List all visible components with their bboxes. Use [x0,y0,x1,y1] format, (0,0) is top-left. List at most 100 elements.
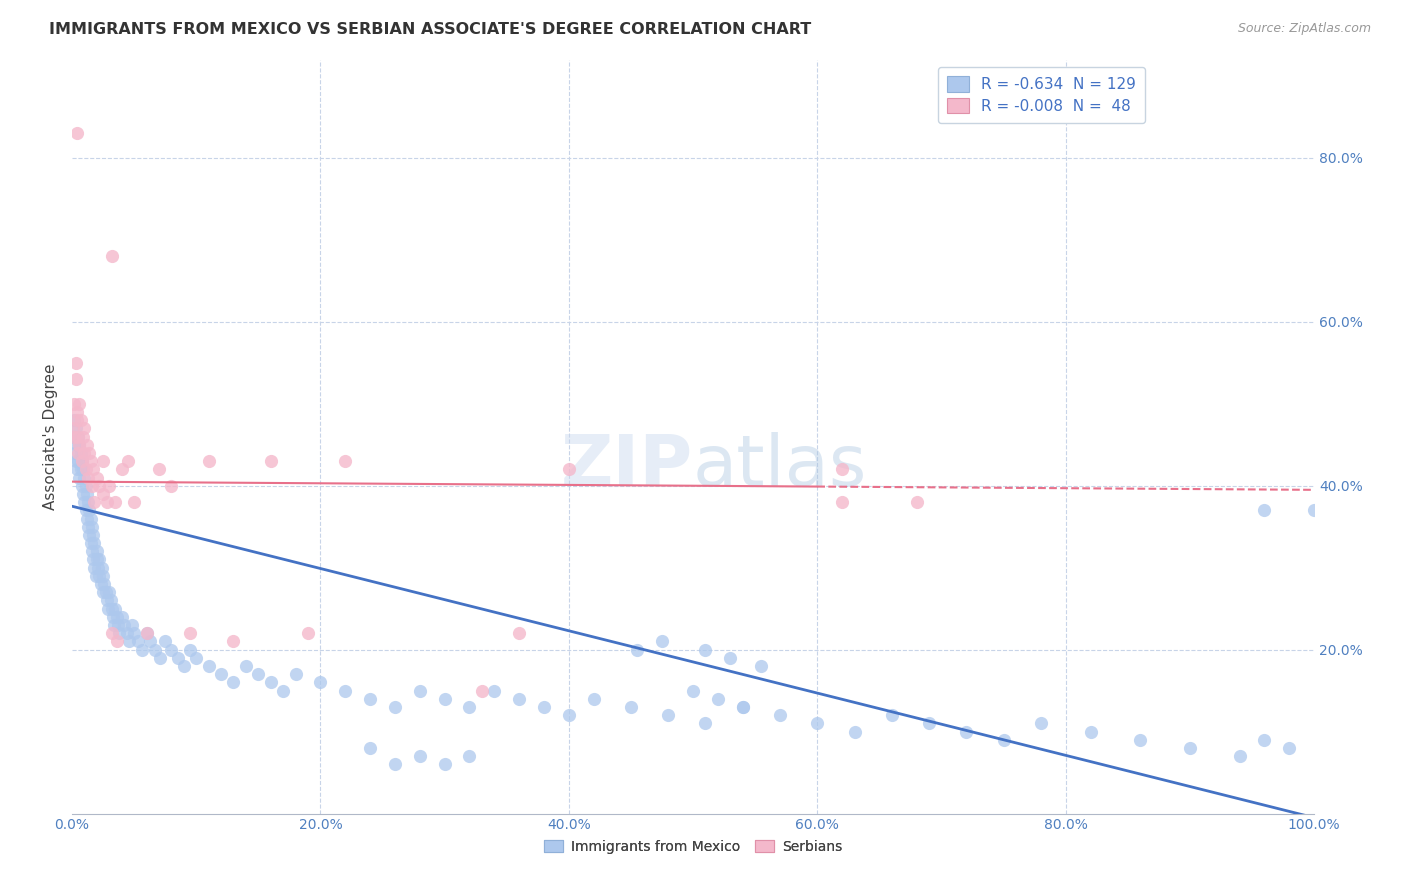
Point [160,479,183,493]
Point [73,421,96,435]
Point [309,675,332,690]
Point [384,757,406,772]
Point [284,667,307,681]
Point [993,732,1015,747]
Point [222,675,245,690]
Point [1080,724,1102,739]
Text: Source: ZipAtlas.com: Source: ZipAtlas.com [1237,22,1371,36]
Point [166,650,188,665]
Point [626,642,648,657]
Point [90,560,112,574]
Point [122,626,145,640]
Point [76,487,98,501]
Point [69,397,91,411]
Point [79,446,101,460]
Point [79,503,101,517]
Point [135,626,157,640]
Point [67,429,90,443]
Point [93,577,115,591]
Point [69,462,91,476]
Point [65,372,87,386]
Point [90,577,112,591]
Point [1303,503,1326,517]
Point [558,708,581,723]
Point [89,552,111,566]
Point [79,511,101,525]
Point [359,691,381,706]
Point [62,429,84,443]
Point [98,479,121,493]
Point [66,462,89,476]
Point [63,429,86,443]
Point [101,610,124,624]
Point [186,650,208,665]
Point [66,413,89,427]
Point [1278,741,1301,756]
Point [91,487,114,501]
Point [769,708,792,723]
Point [80,544,103,558]
Point [66,127,89,141]
Point [100,626,122,640]
Point [76,511,98,525]
Point [695,642,717,657]
Point [582,691,605,706]
Point [82,552,104,566]
Point [143,642,166,657]
Point [122,495,145,509]
Point [131,642,153,657]
Point [731,700,754,714]
Point [75,479,97,493]
Point [69,438,91,452]
Point [94,585,117,599]
Point [75,503,97,517]
Point [260,675,283,690]
Point [508,626,530,640]
Point [127,634,149,648]
Point [149,650,172,665]
Point [96,593,118,607]
Point [80,519,103,533]
Point [73,495,96,509]
Point [1129,732,1152,747]
Point [65,356,87,370]
Point [77,495,100,509]
Point [117,454,139,468]
Point [409,749,432,764]
Point [63,446,86,460]
Point [111,610,134,624]
Point [69,438,91,452]
Point [112,618,135,632]
Text: ZIP: ZIP [561,433,693,501]
Point [98,585,121,599]
Point [107,618,129,632]
Point [384,700,406,714]
Point [63,413,86,427]
Point [100,601,122,615]
Point [105,610,128,624]
Point [73,470,96,484]
Point [297,626,319,640]
Point [153,634,176,648]
Point [1229,749,1251,764]
Point [148,462,170,476]
Point [620,700,643,714]
Point [731,700,754,714]
Point [831,495,853,509]
Point [335,683,357,698]
Y-axis label: Associate's Degree: Associate's Degree [44,363,58,510]
Point [831,462,853,476]
Point [335,454,357,468]
Point [104,601,127,615]
Point [100,249,122,263]
Point [235,659,257,673]
Point [69,413,91,427]
Point [100,593,122,607]
Point [67,446,90,460]
Point [651,634,673,648]
Point [359,741,381,756]
Point [72,487,94,501]
Point [260,454,283,468]
Point [209,667,232,681]
Point [77,470,100,484]
